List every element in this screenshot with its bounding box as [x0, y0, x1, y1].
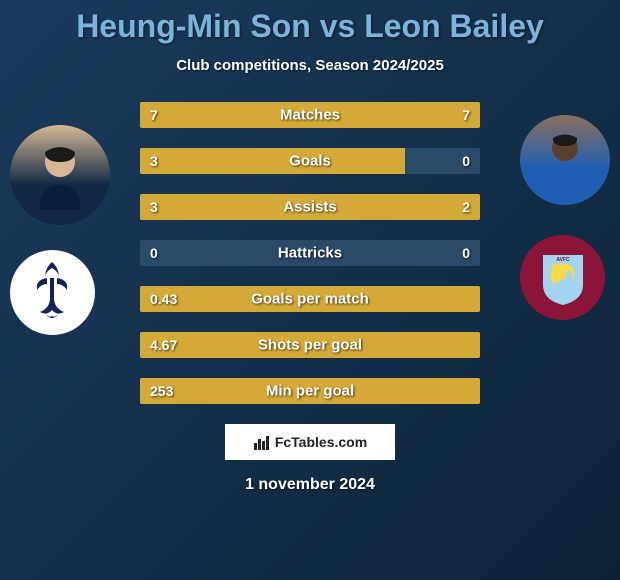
stat-value-left: 0.43 — [150, 291, 177, 307]
stat-value-right: 0 — [462, 245, 470, 261]
stat-left-fill — [140, 148, 405, 174]
player2-club-badge: AVFC — [520, 235, 605, 320]
stat-value-right: 2 — [462, 199, 470, 215]
aston-villa-badge-icon: AVFC — [538, 250, 588, 305]
stat-row: 4.67 Shots per goal — [140, 332, 480, 358]
player1-club-badge — [10, 250, 95, 335]
stat-row: 3 2 Assists — [140, 194, 480, 220]
comparison-subtitle: Club competitions, Season 2024/2025 — [0, 57, 620, 74]
footer-brand-text: FcTables.com — [275, 434, 367, 450]
stat-value-left: 4.67 — [150, 337, 177, 353]
footer-brand-badge: FcTables.com — [225, 424, 395, 460]
tottenham-badge-icon — [25, 260, 80, 325]
chart-bars-icon — [253, 433, 271, 451]
comparison-title: Heung-Min Son vs Leon Bailey — [0, 0, 620, 45]
stat-value-right: 0 — [462, 153, 470, 169]
svg-text:AVFC: AVFC — [556, 257, 570, 263]
stat-label: Matches — [280, 107, 340, 124]
stat-label: Goals — [289, 153, 331, 170]
stat-value-left: 3 — [150, 199, 158, 215]
stat-row: 7 7 Matches — [140, 102, 480, 128]
stat-row: 253 Min per goal — [140, 378, 480, 404]
stat-value-right: 7 — [462, 107, 470, 123]
person-icon — [30, 140, 90, 210]
stats-container: 7 7 Matches 3 0 Goals 3 2 Assists 0 0 Hattricks 0.43… — [140, 102, 480, 404]
left-avatars — [10, 125, 110, 360]
stat-value-left: 0 — [150, 245, 158, 261]
stat-label: Shots per goal — [258, 337, 362, 354]
stat-label: Hattricks — [278, 245, 342, 262]
stat-row: 0.43 Goals per match — [140, 286, 480, 312]
stat-row: 3 0 Goals — [140, 148, 480, 174]
right-avatars: AVFC — [520, 115, 610, 345]
stat-value-left: 253 — [150, 383, 173, 399]
stat-label: Min per goal — [266, 383, 354, 400]
stat-value-left: 3 — [150, 153, 158, 169]
player1-avatar — [10, 125, 110, 225]
person-icon — [538, 128, 593, 193]
stat-label: Goals per match — [251, 291, 369, 308]
comparison-date: 1 november 2024 — [0, 476, 620, 494]
player2-avatar — [520, 115, 610, 205]
stat-right-fill — [344, 194, 480, 220]
stat-value-left: 7 — [150, 107, 158, 123]
stat-row: 0 0 Hattricks — [140, 240, 480, 266]
stat-label: Assists — [283, 199, 336, 216]
